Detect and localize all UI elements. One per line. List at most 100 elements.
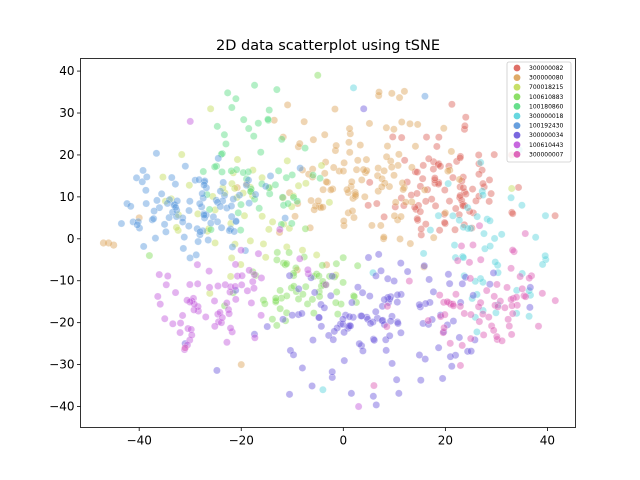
data-point-300000080-120 [308,165,317,173]
data-point-100180860-358 [236,226,245,234]
data-point-300000080-210 [345,124,354,133]
y-tick-label: −40 [49,400,74,414]
data-point-300000082-6 [474,151,483,159]
data-point-300000080-208 [307,196,315,205]
data-point-100610443-682 [185,336,194,344]
data-point-100192430-546 [230,227,239,236]
data-point-300000007-786 [382,322,391,331]
data-point-100180860-363 [227,103,236,112]
data-point-100192430-545 [178,218,187,226]
data-point-100180860-355 [207,225,215,234]
data-point-100610443-719 [295,254,304,263]
data-point-100610443-694 [225,309,233,318]
data-point-300000034-655 [386,317,395,325]
data-point-300000082-88 [419,161,428,170]
data-point-100610443-700 [321,280,330,289]
data-point-300000034-576 [359,347,367,355]
data-point-700018215-276 [206,104,215,113]
data-point-300000018-410 [479,191,487,199]
data-point-100610883-306 [289,282,298,291]
data-point-100192430-500 [213,198,222,207]
data-point-300000082-11 [455,210,464,219]
data-point-100610443-730 [237,281,246,289]
data-point-300000080-215 [310,205,319,214]
data-point-300000080-161 [455,175,464,184]
data-point-700018215-236 [226,272,235,281]
data-point-300000082-59 [421,220,430,228]
data-point-300000034-604 [317,322,326,331]
data-point-300000034-627 [358,288,367,297]
y-tick-label: −30 [49,358,74,372]
data-point-100610883-301 [349,292,358,300]
data-point-300000082-25 [412,205,420,214]
data-point-100610443-729 [155,270,164,279]
data-point-300000034-610 [395,389,403,398]
data-point-100180860-381 [199,167,208,176]
data-point-300000034-586 [377,266,385,275]
data-point-300000007-797 [469,241,477,249]
data-point-300000007-793 [475,317,484,326]
data-point-100180860-341 [250,195,259,204]
data-point-300000080-115 [408,163,416,172]
data-point-100610443-689 [193,260,202,269]
data-point-300000018-416 [497,230,506,239]
data-point-300000018-411 [434,211,443,220]
data-point-300000034-555 [426,298,434,307]
data-point-300000034-637 [526,303,534,312]
data-point-300000080-166 [314,197,323,205]
data-point-100610443-695 [210,322,219,331]
data-point-300000018-412 [491,258,500,266]
data-point-300000080-138 [391,198,400,207]
data-point-300000034-640 [380,295,389,304]
data-point-300000007-802 [498,336,506,345]
data-point-300000018-438 [459,223,468,232]
data-point-300000018-426 [471,313,480,322]
plot-frame [80,58,576,428]
data-point-300000082-73 [456,191,465,200]
data-point-300000034-657 [461,273,470,282]
data-point-300000034-661 [369,318,377,326]
data-point-300000007-821 [489,326,498,335]
data-point-100610443-725 [222,299,231,307]
data-point-100192430-480 [235,191,244,200]
data-point-300000080-194 [420,186,429,194]
data-point-300000007-799 [453,256,462,265]
data-point-300000082-46 [388,133,397,141]
data-point-300000034-617 [416,303,425,311]
data-point-100192430-503 [186,197,194,206]
data-point-100192430-525 [245,199,253,207]
data-point-300000082-0 [433,142,441,151]
data-point-100610883-327 [285,248,293,257]
data-point-100610443-714 [226,283,235,291]
data-point-100192430-514 [142,199,151,208]
data-point-100610883-285 [320,280,328,289]
data-point-100192430-493 [139,242,148,251]
data-point-300000082-45 [514,183,523,192]
data-point-300000018-448 [319,385,327,394]
data-point-100192430-454 [132,174,141,182]
data-point-300000018-439 [450,241,459,249]
data-point-100192430-496 [179,244,188,253]
data-point-700018215-265 [240,211,249,220]
data-point-100610883-330 [318,277,327,286]
legend-label-100610883: 100610883 [529,94,564,101]
data-point-100610443-748 [176,328,184,337]
data-point-300000080-182 [387,163,396,171]
data-point-300000082-50 [440,210,449,219]
data-point-300000082-52 [416,207,425,216]
legend-marker-300000018 [513,112,521,120]
data-point-700018215-237 [312,251,321,259]
data-point-300000034-623 [309,336,317,344]
data-point-300000018-398 [473,212,482,221]
data-point-300000034-575 [298,364,307,372]
data-point-100180860-382 [213,122,222,131]
data-point-100192430-548 [421,92,429,101]
data-point-100610443-727 [190,300,199,309]
data-point-100180860-389 [264,115,272,124]
y-tick-label: 40 [59,64,74,78]
data-point-300000018-436 [369,268,377,277]
data-point-300000080-107 [352,165,361,174]
data-point-300000082-94 [440,218,449,227]
data-point-100180860-348 [234,209,243,217]
data-point-100610443-691 [231,295,240,304]
